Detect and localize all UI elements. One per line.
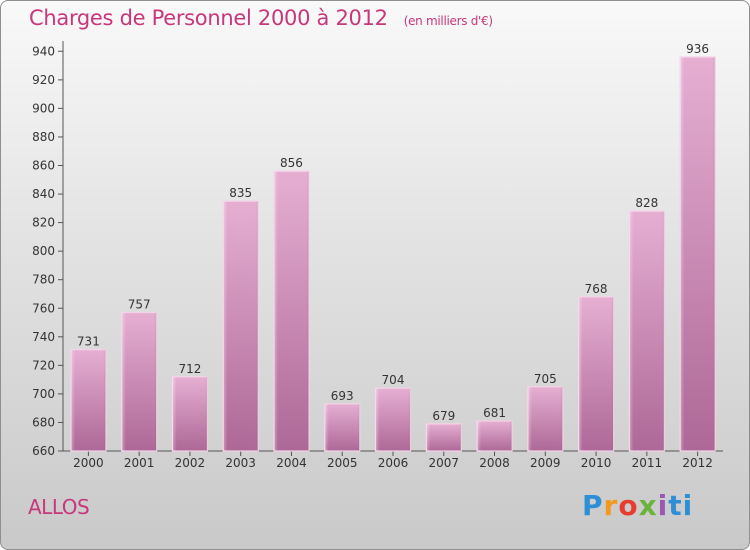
- y-tick-label: 740: [32, 330, 55, 344]
- chart-title: Charges de Personnel 2000 à 2012 (en mill…: [29, 6, 493, 30]
- bar-shine-2006: [375, 388, 411, 451]
- value-label-2011: 828: [635, 196, 658, 210]
- value-label-2007: 679: [432, 409, 455, 423]
- y-tick-label: 840: [32, 187, 55, 201]
- y-tick-label: 660: [32, 444, 55, 458]
- x-tick-label-2004: 2004: [276, 456, 307, 470]
- x-tick-label-2000: 2000: [73, 456, 104, 470]
- bar-shine-2001: [121, 312, 157, 451]
- bar-shine-2009: [527, 386, 563, 451]
- value-label-2009: 705: [534, 372, 557, 386]
- value-label-2005: 693: [331, 389, 354, 403]
- x-tick-label-2012: 2012: [682, 456, 713, 470]
- y-tick-label: 760: [32, 301, 55, 315]
- x-tick-label-2008: 2008: [479, 456, 510, 470]
- y-tick-label: 880: [32, 130, 55, 144]
- value-label-2003: 835: [229, 186, 252, 200]
- bar-shine-2005: [324, 403, 360, 451]
- x-tick-label-2009: 2009: [530, 456, 561, 470]
- value-label-2012: 936: [686, 42, 709, 56]
- x-tick-label-2007: 2007: [428, 456, 459, 470]
- axes: 660 680 700 720 740 760 780 800 820 840 860 880 900 9…: [32, 41, 723, 470]
- value-label-2002: 712: [178, 362, 201, 376]
- y-tick-label: 820: [32, 216, 55, 230]
- y-tick-label: 720: [32, 358, 55, 372]
- bar-shine-2010: [578, 296, 614, 451]
- y-tick-label: 700: [32, 387, 55, 401]
- bar-shine-2002: [172, 376, 208, 451]
- y-tick-label: 680: [32, 415, 55, 429]
- x-tick-label-2011: 2011: [632, 456, 663, 470]
- y-tick-label: 800: [32, 244, 55, 258]
- value-label-2004: 856: [280, 156, 303, 170]
- bar-shine-2000: [70, 349, 106, 451]
- bar-shine-2011: [629, 211, 665, 451]
- bar-shine-2003: [223, 201, 259, 451]
- bar-shine-2007: [426, 423, 462, 451]
- x-tick-label-2001: 2001: [124, 456, 155, 470]
- x-tick-label-2002: 2002: [175, 456, 206, 470]
- y-tick-label: 940: [32, 44, 55, 58]
- bars: [70, 56, 716, 452]
- y-tick-label: 780: [32, 273, 55, 287]
- y-tick-label: 900: [32, 101, 55, 115]
- proxiti-logo: Proxiti: [582, 489, 694, 522]
- x-tick-label-2010: 2010: [581, 456, 612, 470]
- value-labels: 731 757 712 835 856 693 704 679 681 705 768 828 936: [77, 42, 709, 423]
- value-label-2006: 704: [382, 373, 405, 387]
- y-tick-label: 860: [32, 159, 55, 173]
- x-tick-label-2006: 2006: [378, 456, 409, 470]
- value-label-2008: 681: [483, 406, 506, 420]
- value-label-2010: 768: [585, 282, 608, 296]
- value-label-2000: 731: [77, 335, 100, 349]
- chart-title-text: Charges de Personnel 2000 à 2012: [29, 6, 388, 30]
- x-tick-label-2005: 2005: [327, 456, 358, 470]
- bar-shine-2012: [680, 57, 716, 451]
- place-name: ALLOS: [28, 495, 90, 519]
- x-tick-label-2003: 2003: [225, 456, 256, 470]
- bar-shine-2008: [477, 421, 513, 451]
- bar-shine-2004: [273, 171, 309, 451]
- y-tick-label: 920: [32, 73, 55, 87]
- chart-subtitle: (en milliers d'€): [403, 14, 493, 28]
- value-label-2001: 757: [128, 298, 151, 312]
